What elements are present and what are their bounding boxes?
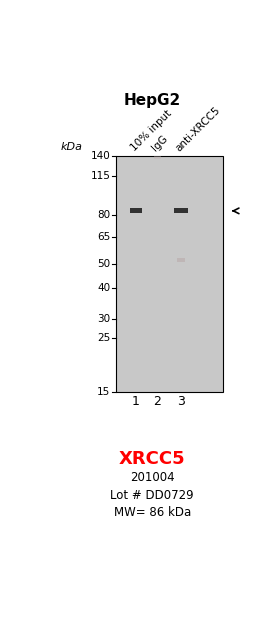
- Text: 15: 15: [97, 387, 110, 397]
- Text: 10% input: 10% input: [129, 108, 174, 153]
- Text: kDa: kDa: [61, 142, 83, 152]
- Text: XRCC5: XRCC5: [119, 450, 185, 467]
- Text: MW= 86 kDa: MW= 86 kDa: [113, 506, 191, 519]
- Text: IgG: IgG: [150, 133, 170, 153]
- Bar: [177, 259, 185, 262]
- Text: 3: 3: [177, 395, 185, 408]
- Text: Lot # DD0729: Lot # DD0729: [110, 489, 194, 502]
- Bar: [174, 208, 188, 213]
- Text: 50: 50: [97, 260, 110, 270]
- Text: 1: 1: [132, 395, 140, 408]
- Text: 201004: 201004: [130, 471, 174, 484]
- Bar: [154, 156, 161, 159]
- Text: 30: 30: [97, 314, 110, 324]
- Bar: [116, 156, 223, 392]
- Text: 115: 115: [91, 171, 110, 182]
- Text: HepG2: HepG2: [124, 92, 181, 107]
- Text: 65: 65: [97, 232, 110, 242]
- Text: 80: 80: [97, 210, 110, 219]
- Text: 140: 140: [91, 151, 110, 161]
- Text: 40: 40: [97, 283, 110, 293]
- Text: 2: 2: [153, 395, 161, 408]
- Text: anti-XRCC5: anti-XRCC5: [174, 105, 222, 153]
- Bar: [130, 208, 142, 213]
- Text: 25: 25: [97, 333, 110, 343]
